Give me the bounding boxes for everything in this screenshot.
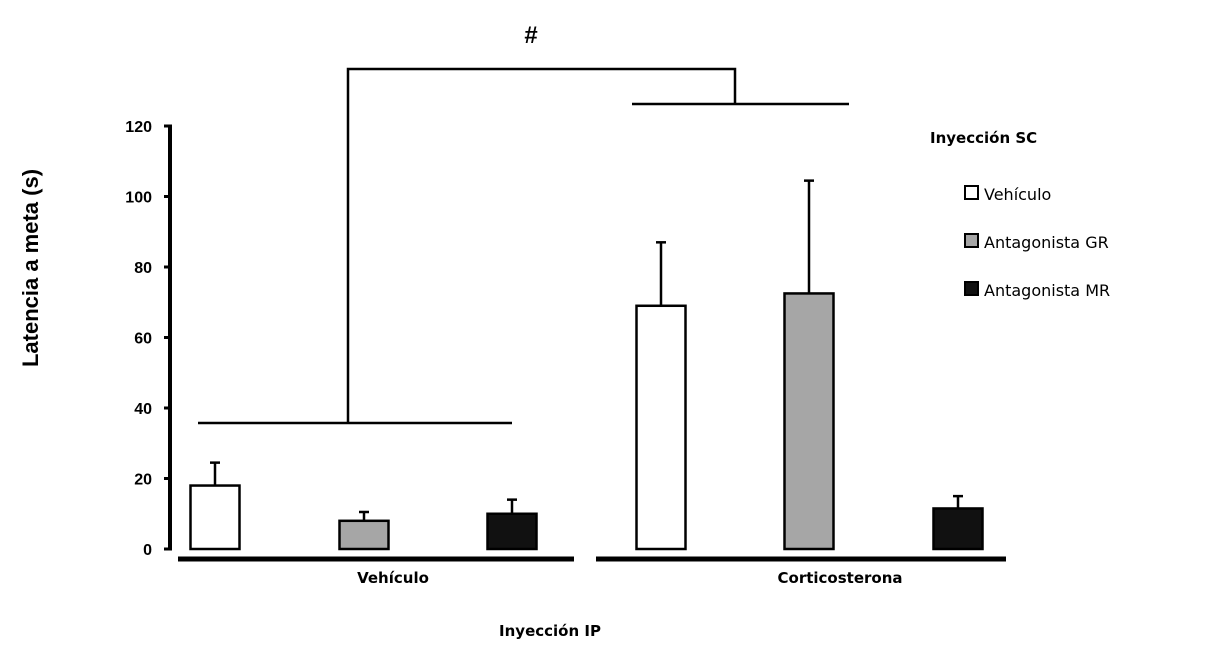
y-tick-label: 60 [134,331,152,348]
y-tick-label: 120 [125,119,152,136]
legend-swatch-1 [964,185,979,200]
bar-1-2 [635,304,687,551]
y-tick-label: 100 [125,190,152,207]
y-axis: 0 20 40 60 80 100 120 [125,119,172,559]
x-category-label: Vehículo [357,569,429,587]
bar-3-1 [486,512,538,551]
legend-swatch-2 [964,233,979,248]
bar-2-2 [783,292,835,551]
legend-label-2: Antagonista GR [984,233,1109,252]
legend-label-3: Antagonista MR [984,281,1110,300]
bar-3-2 [932,507,984,551]
bar-1-1 [189,484,241,551]
y-tick-label: 40 [134,401,152,418]
x-category-label: Corticosterona [778,569,903,587]
bars [189,179,984,551]
legend-swatch-3 [964,281,979,296]
x-axis-label: Inyección IP [499,622,601,640]
legend-label-1: Vehículo [984,185,1051,204]
y-tick-label: 80 [134,260,152,277]
bracket-connector [346,67,737,423]
significance-marker: # [524,22,537,49]
x-axis: Vehículo Corticosterona [178,556,1006,587]
y-tick-label: 20 [134,472,152,489]
legend: Inyección SC Vehículo Antagonista GR Antag… [930,129,1110,300]
significance-brackets [198,67,849,425]
y-axis-label: Latencia a meta (s) [18,169,43,367]
y-tick-label: 0 [143,542,152,559]
legend-title: Inyección SC [930,129,1037,147]
bar-2-1 [338,519,390,551]
